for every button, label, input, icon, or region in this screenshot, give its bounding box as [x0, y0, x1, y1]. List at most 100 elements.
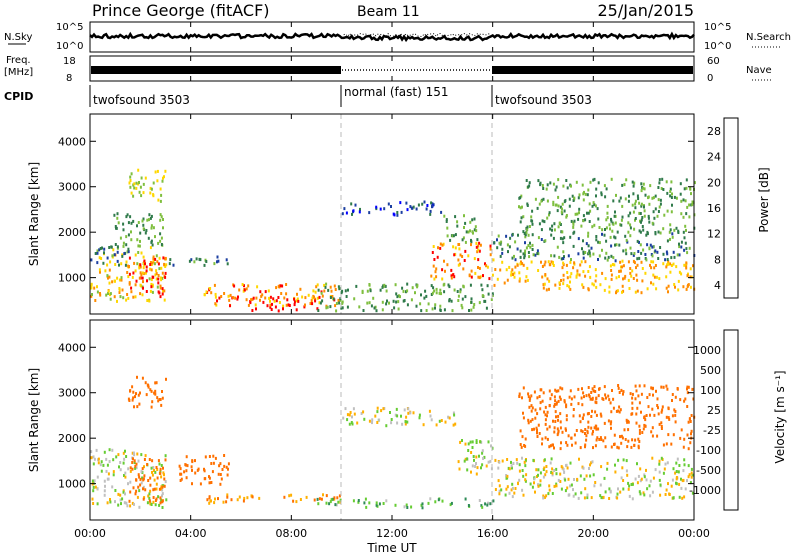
heatmap-cell: [544, 418, 547, 422]
heatmap-cell: [325, 501, 328, 505]
heatmap-cell: [155, 487, 158, 491]
heatmap-cell: [368, 283, 371, 286]
heatmap-cell: [339, 298, 342, 302]
heatmap-cell: [218, 296, 221, 300]
heatmap-cell: [527, 421, 530, 425]
heatmap-cell: [403, 408, 406, 412]
heatmap-cell: [135, 462, 138, 466]
heatmap-cell: [483, 455, 486, 459]
heatmap-cell: [557, 204, 560, 208]
heatmap-cell: [569, 280, 571, 284]
heatmap-cell: [457, 299, 460, 302]
heatmap-cell: [569, 235, 572, 239]
heatmap-cell: [346, 305, 349, 309]
heatmap-cell: [132, 390, 135, 394]
heatmap-cell: [129, 504, 132, 508]
heatmap-cell: [692, 397, 695, 401]
heatmap-cell: [587, 234, 590, 238]
heatmap-cell: [453, 288, 456, 292]
heatmap-cell: [580, 260, 583, 264]
heatmap-cell: [92, 485, 95, 489]
heatmap-cell: [658, 422, 661, 426]
heatmap-cell: [117, 453, 120, 457]
heatmap-cell: [600, 465, 603, 469]
heatmap-cell: [161, 485, 164, 489]
heatmap-cell: [639, 467, 642, 471]
heatmap-cell: [160, 243, 163, 246]
heatmap-cell: [678, 245, 681, 249]
heatmap-cell: [371, 421, 373, 425]
heatmap-cell: [451, 309, 454, 313]
heatmap-cell: [304, 296, 307, 300]
heatmap-cell: [685, 287, 688, 291]
heatmap-cell: [433, 258, 436, 261]
heatmap-cell: [214, 456, 217, 460]
heatmap-cell: [134, 295, 137, 299]
heatmap-cell: [467, 449, 470, 452]
heatmap-cell: [587, 425, 590, 429]
heatmap-cell: [156, 468, 159, 471]
heatmap-cell: [522, 416, 525, 420]
heatmap-cell: [643, 415, 646, 419]
heatmap-cell: [580, 491, 583, 495]
heatmap-cell: [574, 441, 577, 445]
heatmap-cell: [534, 490, 536, 494]
x-tick-label: 16:00: [477, 527, 509, 540]
heatmap-cell: [458, 247, 461, 251]
heatmap-cell: [509, 236, 512, 240]
heatmap-cell: [542, 286, 545, 290]
heatmap-cell: [654, 194, 657, 198]
heatmap-cell: [640, 218, 643, 222]
heatmap-cell: [341, 289, 344, 293]
heatmap-cell: [554, 399, 557, 403]
heatmap-cell: [137, 393, 140, 397]
heatmap-cell: [629, 226, 632, 230]
heatmap-cell: [329, 305, 332, 309]
heatmap-cell: [249, 301, 252, 305]
heatmap-cell: [527, 395, 530, 399]
heatmap-cell: [470, 470, 472, 474]
heatmap-cell: [432, 264, 435, 268]
heatmap-cell: [136, 405, 139, 409]
heatmap-cell: [96, 475, 99, 479]
heatmap-cell: [497, 234, 500, 238]
heatmap-cell: [117, 503, 120, 507]
heatmap-cell: [447, 283, 450, 287]
heatmap-cell: [615, 409, 618, 413]
heatmap-cell: [103, 247, 106, 251]
heatmap-cell: [127, 247, 130, 251]
heatmap-cell: [481, 451, 484, 455]
heatmap-cell: [424, 289, 427, 293]
heatmap-cell: [524, 479, 527, 483]
heatmap-cell: [632, 253, 635, 257]
heatmap-cell: [493, 283, 496, 287]
heatmap-cell: [573, 433, 576, 437]
heatmap-cell: [665, 250, 668, 254]
heatmap-cell: [517, 233, 519, 237]
heatmap-cell: [663, 467, 666, 471]
heatmap-cell: [347, 288, 349, 292]
heatmap-cell: [649, 479, 652, 483]
heatmap-cell: [539, 407, 542, 411]
heatmap-cell: [558, 221, 561, 225]
heatmap-cell: [550, 393, 553, 397]
heatmap-cell: [491, 273, 494, 277]
heatmap-cell: [116, 259, 119, 263]
heatmap-cell: [135, 279, 138, 283]
heatmap-cell: [450, 274, 453, 278]
heatmap-cell: [686, 391, 689, 395]
heatmap-cell: [485, 464, 488, 468]
heatmap-cell: [608, 487, 611, 491]
heatmap-cell: [525, 246, 528, 250]
heatmap-cell: [677, 288, 680, 292]
heatmap-cell: [195, 257, 198, 261]
heatmap-cell: [410, 206, 413, 210]
heatmap-cell: [508, 491, 511, 495]
heatmap-cell: [568, 493, 571, 497]
heatmap-cell: [470, 297, 473, 301]
heatmap-cell: [645, 468, 647, 472]
heatmap-cell: [680, 199, 683, 203]
heatmap-cell: [666, 387, 669, 391]
heatmap-cell: [658, 470, 661, 474]
heatmap-cell: [139, 185, 142, 189]
